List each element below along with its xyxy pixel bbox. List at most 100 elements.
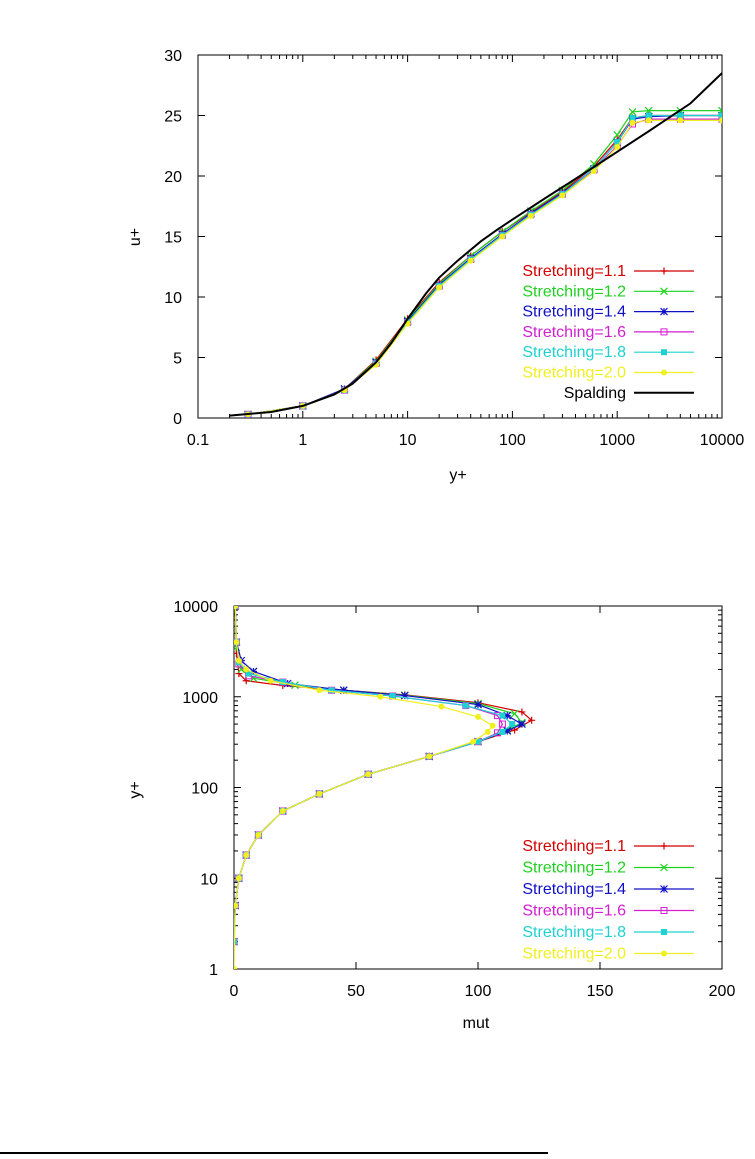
- data-point: [559, 192, 566, 199]
- data-point: [234, 966, 237, 969]
- x-tick-label: 200: [709, 983, 736, 1000]
- y-tick-label: 20: [164, 169, 182, 186]
- data-point: [503, 711, 512, 720]
- legend-item: Stretching=1.4: [522, 881, 694, 898]
- data-point: [234, 606, 239, 609]
- data-point: [517, 720, 526, 728]
- data-point: [498, 720, 506, 728]
- y-tick-label: 15: [164, 230, 182, 247]
- chart-2: 0 50 100 150 200 1 10 100 1000 10000 mut y+ Stretchi…: [127, 599, 735, 1032]
- legend-item: Stretching=1.8: [522, 924, 694, 941]
- legend-label: Stretching=1.6: [522, 324, 626, 341]
- data-point: [255, 831, 262, 838]
- data-point: [249, 667, 258, 676]
- legend-label: Stretching=1.4: [522, 304, 626, 321]
- series-line: [247, 118, 722, 415]
- legend-label: Stretching=1.8: [522, 344, 626, 361]
- x-tick-label: 50: [347, 983, 365, 1000]
- data-point: [509, 721, 516, 728]
- chart-1: 0.1 1 10 100 1000 10000 0 5 10 15 20 25 30 y+ u+ Stretc…: [127, 48, 744, 484]
- legend-item: Stretching=1.8: [522, 344, 694, 361]
- series-3: [234, 606, 526, 946]
- series-2: [234, 606, 526, 946]
- series-line: [229, 72, 722, 417]
- legend: Stretching=1.1 Stretching=1.2 Stretching=1…: [522, 263, 694, 402]
- series-7: [229, 72, 722, 417]
- plot-area: [234, 606, 536, 969]
- legend-marker: [660, 885, 668, 893]
- series-2: [244, 106, 722, 418]
- data-point: [467, 257, 474, 264]
- y-tick-label: 25: [164, 109, 182, 126]
- data-point: [614, 143, 621, 150]
- x-tick-label: 0.1: [187, 432, 209, 449]
- legend-marker: [660, 907, 668, 914]
- legend-item: Stretching=2.0: [522, 365, 694, 382]
- data-point: [234, 639, 240, 646]
- series-line: [234, 606, 524, 942]
- legend-item: Stretching=1.6: [522, 903, 694, 920]
- legend: Stretching=1.1 Stretching=1.2 Stretching=1…: [522, 838, 694, 963]
- data-point: [645, 117, 652, 124]
- y-tick-label: 100: [191, 781, 218, 798]
- legend-marker: [660, 842, 668, 850]
- data-point: [316, 687, 323, 694]
- y-tick-label: 1000: [182, 690, 218, 707]
- data-point: [528, 716, 536, 724]
- legend-marker: [661, 349, 667, 356]
- data-point: [426, 753, 433, 760]
- series-line: [247, 114, 722, 415]
- data-point: [719, 112, 722, 119]
- x-axis-label: y+: [449, 467, 466, 484]
- plot-frame: [233, 605, 723, 970]
- x-tick-label: 0: [230, 983, 239, 1000]
- data-point: [279, 679, 286, 686]
- data-point: [489, 722, 496, 729]
- legend-marker: [660, 328, 668, 336]
- x-tick-label: 1: [298, 432, 307, 449]
- y-axis-label: y+: [127, 781, 144, 798]
- data-point: [462, 702, 469, 709]
- data-point: [339, 686, 348, 695]
- data-point: [245, 670, 252, 677]
- data-point: [243, 666, 250, 673]
- legend-item: Spalding: [564, 385, 694, 402]
- series-line: [234, 606, 523, 942]
- data-point: [235, 875, 242, 882]
- y-tick-label: 30: [164, 48, 182, 65]
- x-tick-label: 1000: [599, 432, 635, 449]
- x-tick-label: 100: [465, 983, 492, 1000]
- data-point: [267, 677, 274, 684]
- data-point: [499, 728, 506, 735]
- series-line: [234, 606, 494, 969]
- data-point: [518, 708, 526, 716]
- data-point: [475, 738, 481, 745]
- legend-marker: [661, 950, 667, 957]
- legend-marker: [660, 307, 668, 316]
- series-line: [234, 606, 533, 942]
- legend-label: Stretching=1.2: [522, 283, 626, 300]
- data-point: [474, 700, 482, 709]
- y-tick-label: 10: [200, 871, 218, 888]
- data-point: [590, 168, 597, 175]
- data-point: [475, 713, 481, 720]
- y-tick-label: 0: [173, 411, 182, 428]
- footnote-rule: [0, 1152, 548, 1154]
- data-point: [316, 790, 323, 797]
- data-point: [234, 649, 240, 657]
- legend-marker: [661, 929, 667, 935]
- x-tick-label: 10000: [700, 432, 745, 449]
- data-point: [235, 657, 242, 664]
- data-point: [389, 692, 396, 699]
- x-tick-label: 10: [399, 432, 417, 449]
- data-point: [677, 117, 684, 124]
- legend-label: Stretching=2.0: [522, 365, 626, 382]
- legend-item: Stretching=1.6: [522, 324, 694, 341]
- series-line: [234, 606, 514, 942]
- legend-marker: [660, 863, 668, 872]
- data-point: [629, 114, 636, 121]
- data-point: [677, 112, 684, 119]
- data-point: [718, 115, 722, 123]
- data-point: [438, 703, 445, 710]
